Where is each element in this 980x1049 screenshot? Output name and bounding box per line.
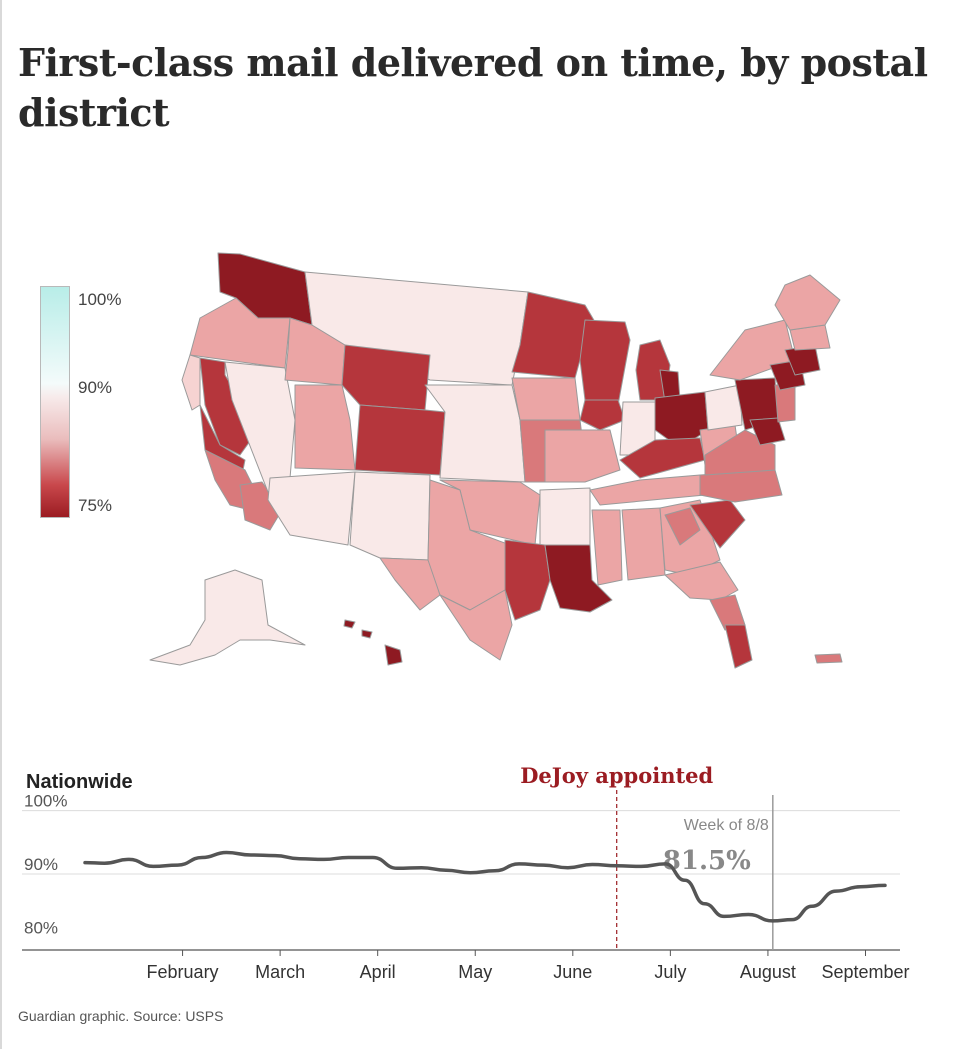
region-wisconsin	[579, 319, 631, 406]
legend-min-label: 75%	[78, 496, 113, 515]
left-border	[0, 0, 2, 1049]
region-mississippi	[591, 509, 623, 586]
region-illinois	[579, 399, 626, 431]
region-western-pennsylvania	[704, 384, 743, 431]
x-tick-label: March	[255, 962, 305, 982]
region-atlanta	[664, 507, 701, 546]
region-colorado	[354, 404, 446, 476]
region-iowa	[511, 377, 581, 421]
y-tick-label: 100%	[24, 792, 67, 811]
region-utah	[294, 384, 356, 471]
x-tick-label: July	[654, 962, 686, 982]
region-new-england-north	[774, 274, 841, 331]
region-florida-south	[724, 624, 753, 669]
region-northern-california	[181, 354, 201, 411]
region-florida-north	[664, 561, 739, 601]
region-south-carolina	[689, 499, 746, 549]
region-louisiana	[544, 544, 613, 613]
dejoy-appointed-annotation: DeJoy appointed	[520, 763, 713, 788]
line-chart-title: Nationwide	[26, 771, 133, 793]
region-puerto-rico	[814, 653, 843, 664]
region-texas-west	[379, 557, 441, 611]
source-footer: Guardian graphic. Source: USPS	[18, 1008, 224, 1024]
region-tennessee	[589, 474, 706, 506]
region-texas-south	[439, 589, 513, 661]
region-new-mexico	[349, 471, 431, 561]
region-hawaii-maui	[361, 629, 373, 639]
region-minnesota	[511, 291, 596, 379]
x-tick-label: August	[740, 962, 796, 982]
region-hawaii-oahu	[343, 619, 356, 629]
nationwide-line-chart: Nationwide DeJoy appointed Week of 8/8 8…	[22, 763, 910, 982]
x-tick-label: May	[458, 962, 492, 982]
region-new-jersey	[774, 384, 796, 423]
region-wyoming	[341, 344, 431, 411]
callout-value-label: 81.5%	[663, 846, 751, 876]
x-tick-label: February	[147, 962, 219, 982]
legend-color-scale	[40, 286, 70, 518]
region-alabama	[621, 507, 666, 581]
x-tick-label: June	[553, 962, 592, 982]
region-san-diego	[239, 481, 283, 531]
chart-title: First-class mail delivered on time, by p…	[18, 40, 928, 135]
x-tick-label: April	[360, 962, 396, 982]
y-tick-label: 80%	[24, 918, 58, 937]
region-st-louis	[544, 429, 621, 483]
region-hawaii-big	[384, 644, 403, 666]
callout-week-label: Week of 8/8	[684, 817, 769, 834]
legend-max-label: 100%	[78, 290, 122, 309]
region-houston	[504, 539, 551, 621]
region-arkansas	[539, 487, 591, 546]
region-baltimore	[749, 417, 786, 446]
y-tick-label: 90%	[24, 855, 58, 874]
us-choropleth-map	[149, 252, 843, 669]
series-line-nationwide	[83, 850, 887, 923]
region-arizona	[267, 471, 356, 546]
region-virginia	[704, 429, 776, 476]
legend-mid-label: 90%	[78, 378, 113, 397]
region-alaska	[149, 569, 306, 666]
x-tick-label: September	[821, 962, 909, 982]
